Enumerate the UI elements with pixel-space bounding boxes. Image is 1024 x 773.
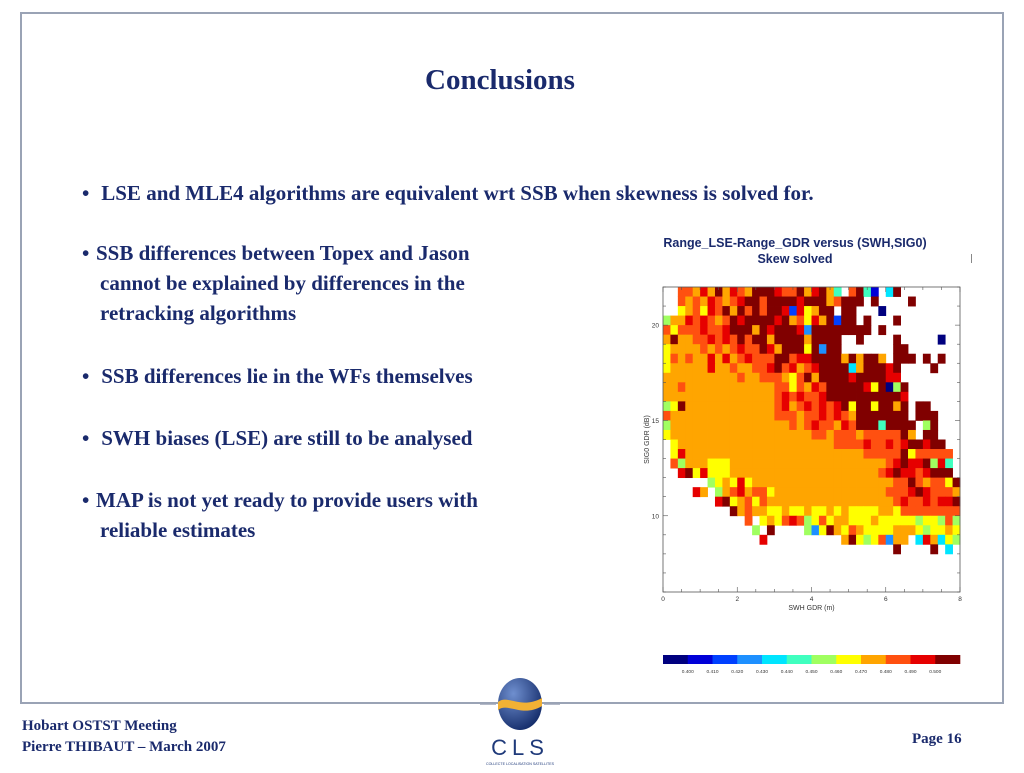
chart-title-line-1: Range_LSE-Range_GDR versus (SWH,SIG0) (663, 236, 927, 250)
bullet-4-line-1: SWH biases (LSE) are still to be analyse… (101, 426, 473, 450)
bullet-2-line-3: retracking algorithms (100, 301, 297, 325)
bullet-dot: • (82, 241, 90, 265)
footer-left: Hobart OSTST Meeting Pierre THIBAUT – Ma… (22, 716, 226, 758)
slide-title: Conclusions (425, 64, 575, 96)
bullet-dot: • (82, 488, 90, 512)
bullet-2-line-1: SSB differences between Topex and Jason (96, 241, 470, 265)
stray-tick-mark (971, 254, 972, 263)
footer-author-date: Pierre THIBAUT – March 2007 (22, 739, 226, 755)
chart-title: Range_LSE-Range_GDR versus (SWH,SIG0) Sk… (630, 235, 960, 267)
bullet-5-line-2: reliable estimates (100, 518, 256, 542)
bullet-2: • SSB differences between Topex and Jason… (82, 238, 470, 328)
footer-meeting: Hobart OSTST Meeting (22, 718, 177, 734)
cls-logo: CLS COLLECTE LOCALISATION SATELLITES (480, 676, 560, 768)
bullet-3: • SSB differences lie in the WFs themsel… (82, 361, 473, 391)
page-number: Page 16 (912, 731, 962, 747)
bullet-dot: • (82, 364, 90, 388)
logo-wave-icon (498, 698, 542, 711)
logo-text: CLS (491, 735, 549, 760)
slide-frame (20, 12, 1004, 704)
bullet-5: • MAP is not yet ready to provide users w… (82, 485, 478, 545)
bullet-dot: • (82, 426, 90, 450)
bullet-4: • SWH biases (LSE) are still to be analy… (82, 423, 472, 453)
bullet-1-line-1: LSE and MLE4 algorithms are equivalent w… (101, 181, 814, 205)
chart-subtitle: Skew solved (757, 252, 833, 266)
bullet-5-line-1: MAP is not yet ready to provide users wi… (96, 488, 478, 512)
bullet-dot: • (82, 181, 90, 205)
bullet-1: • LSE and MLE4 algorithms are equivalent… (82, 178, 814, 208)
bullet-3-line-1: SSB differences lie in the WFs themselve… (101, 364, 473, 388)
bullet-2-line-2: cannot be explained by differences in th… (100, 271, 465, 295)
logo-subtext: COLLECTE LOCALISATION SATELLITES (486, 762, 555, 766)
